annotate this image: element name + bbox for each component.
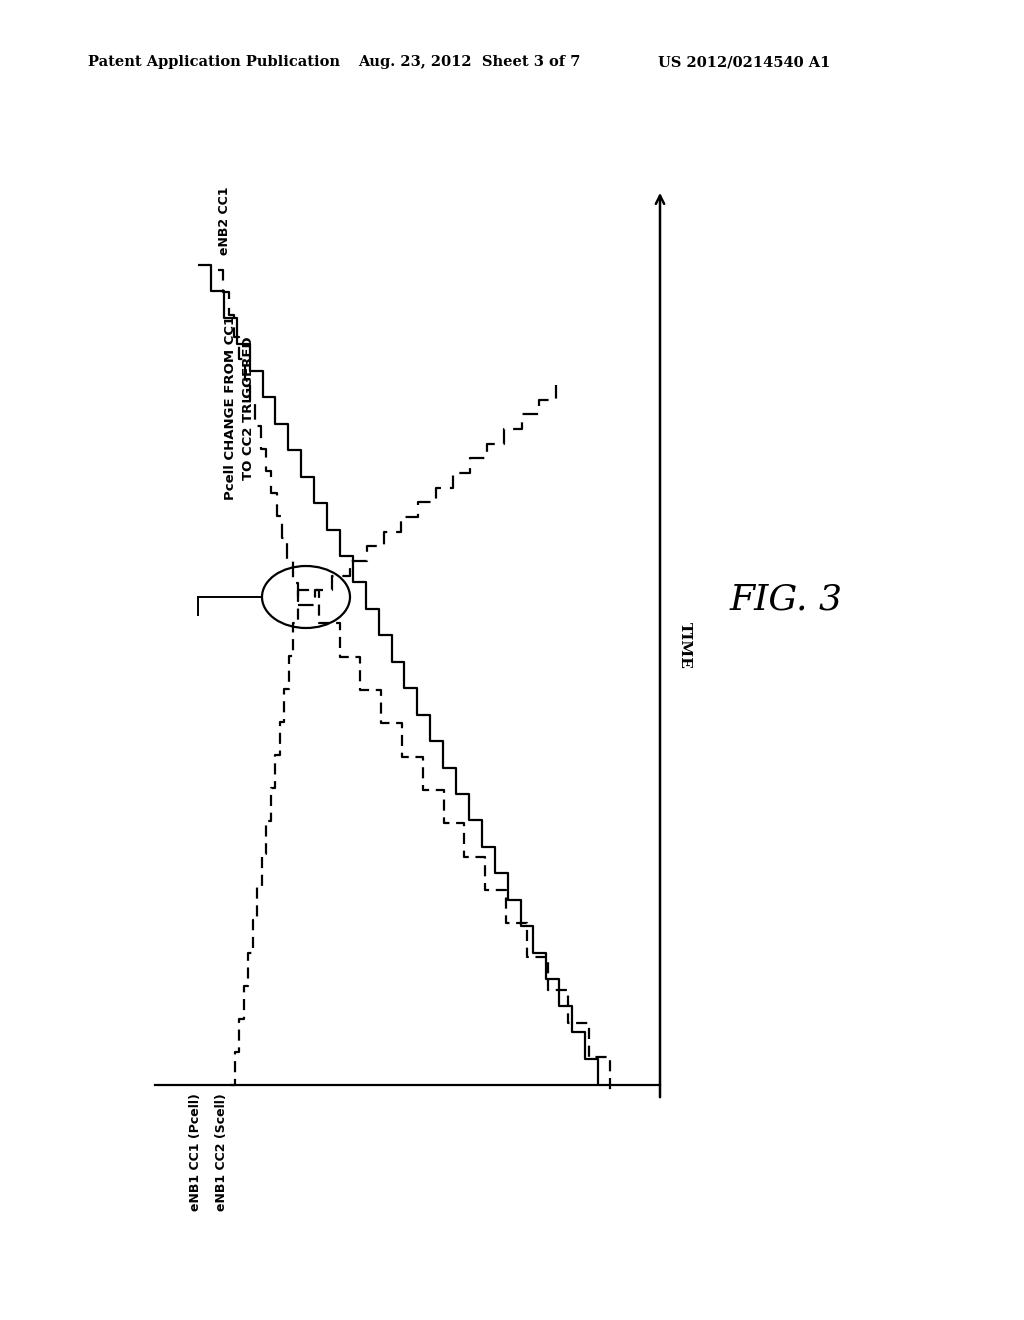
Text: US 2012/0214540 A1: US 2012/0214540 A1	[658, 55, 830, 69]
Text: eNB1 CC2 (Scell): eNB1 CC2 (Scell)	[215, 1093, 228, 1210]
Text: Aug. 23, 2012  Sheet 3 of 7: Aug. 23, 2012 Sheet 3 of 7	[358, 55, 581, 69]
Text: FIG. 3: FIG. 3	[730, 583, 843, 616]
Text: eNB2 CC1: eNB2 CC1	[218, 186, 231, 255]
Text: TIME: TIME	[678, 622, 692, 668]
Text: Pcell CHANGE FROM CC1
TO CC2 TRIGGERED: Pcell CHANGE FROM CC1 TO CC2 TRIGGERED	[224, 315, 256, 500]
Text: eNB1 CC1 (Pcell): eNB1 CC1 (Pcell)	[188, 1093, 202, 1210]
Text: Patent Application Publication: Patent Application Publication	[88, 55, 340, 69]
